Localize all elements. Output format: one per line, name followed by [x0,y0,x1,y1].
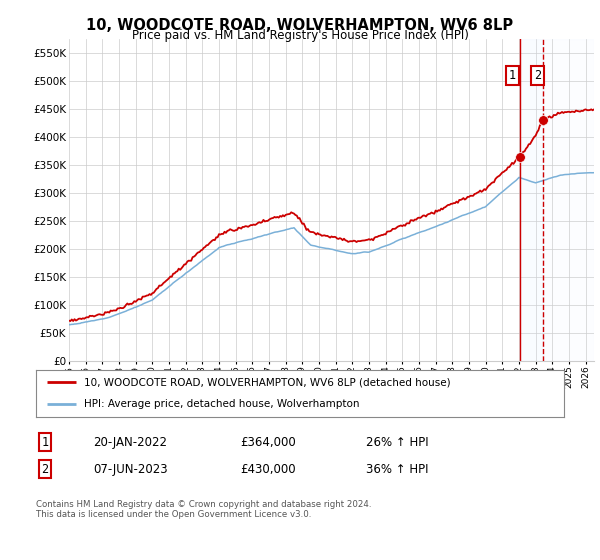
Text: 26% ↑ HPI: 26% ↑ HPI [366,436,428,449]
Text: Price paid vs. HM Land Registry's House Price Index (HPI): Price paid vs. HM Land Registry's House … [131,29,469,42]
Text: 36% ↑ HPI: 36% ↑ HPI [366,463,428,476]
Text: 10, WOODCOTE ROAD, WOLVERHAMPTON, WV6 8LP: 10, WOODCOTE ROAD, WOLVERHAMPTON, WV6 8L… [86,18,514,33]
Text: HPI: Average price, detached house, Wolverhampton: HPI: Average price, detached house, Wolv… [83,399,359,409]
Bar [520,39,543,361]
Text: Contains HM Land Registry data © Crown copyright and database right 2024.
This d: Contains HM Land Registry data © Crown c… [36,500,371,519]
Text: 10, WOODCOTE ROAD, WOLVERHAMPTON, WV6 8LP (detached house): 10, WOODCOTE ROAD, WOLVERHAMPTON, WV6 8L… [83,377,450,388]
Text: 2: 2 [41,463,49,476]
Text: £430,000: £430,000 [240,463,296,476]
Text: 1: 1 [41,436,49,449]
Bar [543,39,594,361]
Text: £364,000: £364,000 [240,436,296,449]
Text: 1: 1 [509,69,516,82]
Text: 07-JUN-2023: 07-JUN-2023 [93,463,167,476]
Text: 2: 2 [534,69,541,82]
Text: 20-JAN-2022: 20-JAN-2022 [93,436,167,449]
